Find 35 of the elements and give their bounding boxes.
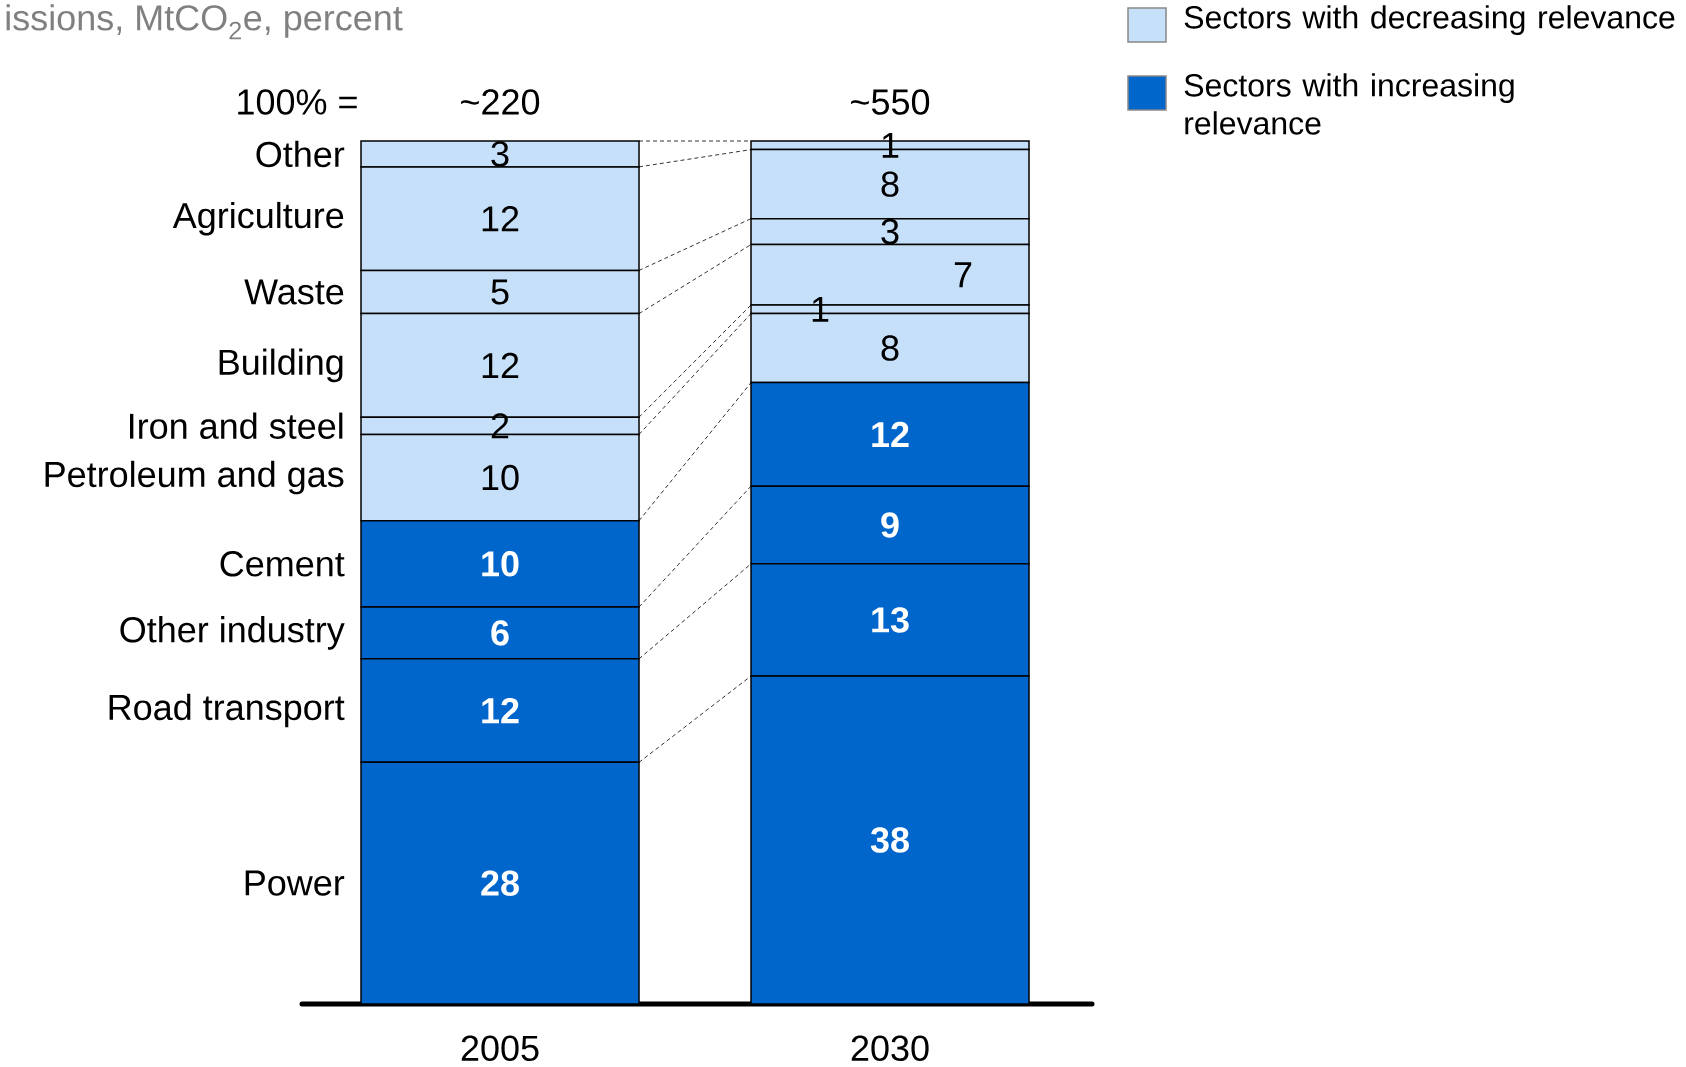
data-label: 8 [881,171,899,197]
data-label: 12 [482,698,519,724]
series-label: Petroleum and gas [45,460,344,495]
series-label: Cement [220,551,345,577]
series-label: Other industry [120,616,345,650]
data-label: 12 [872,421,909,447]
data-label: 8 [881,335,899,361]
series-label: Building [219,348,343,383]
data-label: 5 [491,279,509,305]
text: 100% = [238,89,357,115]
chart-title: issions, MtCO$_{2}$e, percent [6,4,403,40]
data-label: 38 [870,827,909,853]
series-label: Waste [244,279,344,305]
data-label: 13 [872,607,909,633]
x-tick-label: 2030 [851,1035,929,1061]
series-label: Power [245,870,345,896]
series-label: Agriculture [172,201,344,236]
series-label: Road transport [109,693,345,728]
data-label: 12 [482,206,519,232]
data-label: 12 [482,352,519,378]
data-label: 6 [491,620,509,646]
data-label: 10 [482,551,519,577]
data-label: 3 [491,141,509,167]
text: Sectors with increasing relevance [1184,73,1514,135]
data-label: 28 [481,870,519,896]
text: ~220 [461,89,540,115]
text: ~550 [851,89,930,115]
series-label: Iron and steel [129,412,343,439]
data-label: 7 [954,262,972,288]
x-tick-label: 2005 [461,1035,539,1061]
series-label: Other [256,140,345,168]
data-label: 10 [482,464,519,491]
data-label: 9 [881,512,899,538]
text: Sectors with decreasing relevance [1184,5,1675,35]
data-label: 3 [881,218,899,245]
